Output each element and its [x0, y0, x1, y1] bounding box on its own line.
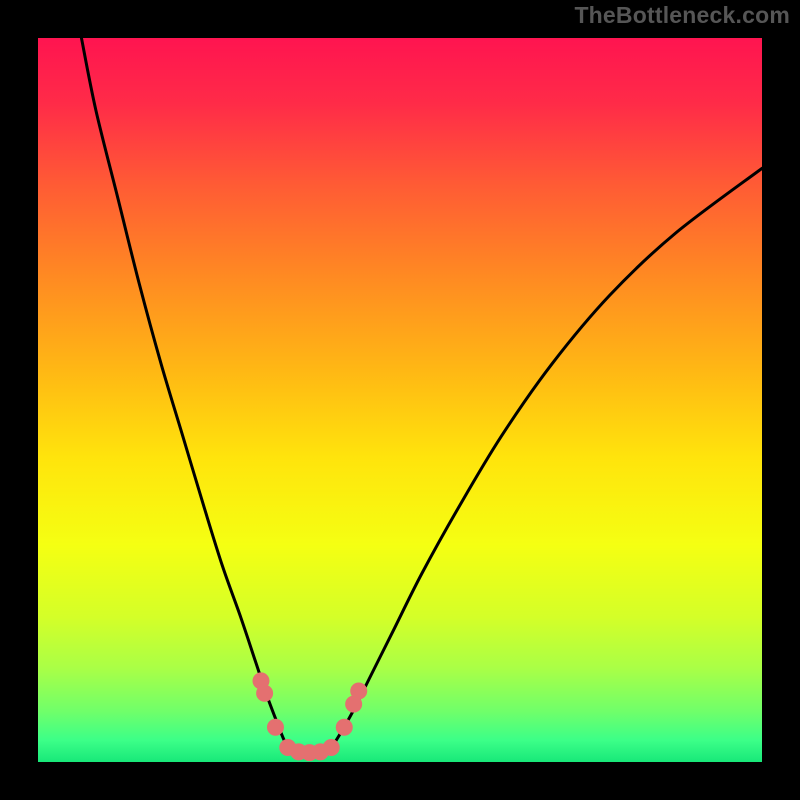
- gradient-background: [38, 38, 762, 762]
- marker-point: [323, 740, 339, 756]
- marker-point: [351, 683, 367, 699]
- marker-point: [257, 685, 273, 701]
- watermark-text: TheBottleneck.com: [574, 2, 790, 29]
- marker-point: [267, 719, 283, 735]
- chart-container: TheBottleneck.com: [0, 0, 800, 800]
- marker-point: [336, 719, 352, 735]
- plot-area: [0, 0, 800, 800]
- bottleneck-curve-svg: [0, 0, 800, 800]
